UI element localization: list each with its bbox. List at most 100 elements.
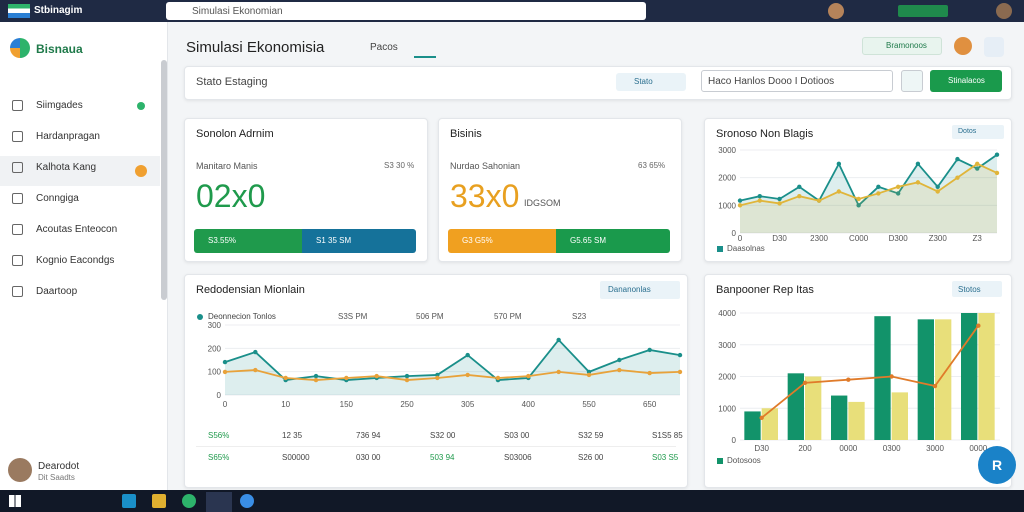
avatar[interactable] [996,3,1012,19]
status-dot [137,102,145,110]
area [225,339,680,395]
x-tick-label: 0000 [839,444,857,453]
point [935,184,940,189]
nav-icon [12,286,23,297]
point [935,189,940,194]
user-avatar [8,458,32,482]
chart-header-value: 570 PM [494,312,522,321]
nav-item[interactable]: Hardanpragan [36,131,100,142]
taskbar-app[interactable] [152,494,166,508]
x-tick-label: D300 [889,234,909,243]
table-cell: 030 00 [356,453,381,462]
point [856,203,861,208]
point [556,369,561,375]
x-tick-label: 650 [643,400,657,409]
point [895,184,901,189]
select[interactable] [701,70,893,92]
page-title: Simulasi Ekonomisia [186,39,325,56]
x-tick-label: 0000 [969,444,987,453]
chart-card [184,274,688,488]
app-icon [8,4,30,18]
nav-icon [12,131,23,142]
filter-label: Stato Estaging [196,76,268,88]
point [975,161,980,167]
point [955,175,960,180]
start-button[interactable] [9,495,21,507]
action-button[interactable] [862,37,942,55]
bar [761,408,778,440]
area [740,154,997,233]
chart-header-value: S23 [572,312,587,321]
y-tick-label: 1000 [718,404,736,413]
scrollbar[interactable] [161,60,167,300]
point [313,377,319,383]
tab[interactable]: Pacos [370,42,398,53]
taskbar-app[interactable] [240,494,254,508]
line [224,369,681,381]
point [797,184,802,189]
x-tick-label: 550 [582,400,596,409]
kpi-change: S3 30 % [384,161,415,170]
kpi-value: 02x0 [196,178,266,214]
point [889,374,894,379]
point [677,352,683,358]
kpi-segment-label: S1 35 SM [316,236,352,245]
chart-menu-label: Dananonlas [608,285,651,294]
icon[interactable] [954,37,972,55]
legend-dot [197,314,203,320]
chart-menu[interactable] [600,281,680,299]
icon-button[interactable] [901,70,923,92]
primary-button-label: Stinalacos [948,76,985,85]
brand-logo [10,38,30,58]
point [932,383,938,389]
nav-item[interactable]: Acoutas Enteocon [36,224,118,235]
y-tick-label: 3000 [718,341,736,350]
avatar[interactable] [828,3,844,19]
taskbar-app[interactable] [122,494,136,508]
chart-menu[interactable] [952,281,1002,297]
bar [744,411,761,440]
row-divider [196,446,676,447]
point [617,367,622,373]
point [253,349,258,355]
nav-icon [12,255,23,266]
primary-button[interactable] [930,70,1002,92]
search-box[interactable] [166,2,646,20]
area [740,163,997,233]
nav-item[interactable]: Conngiga [36,193,79,204]
kpi-segment [448,229,556,253]
table-cell: S03006 [504,453,532,462]
taskbar-app-active[interactable] [206,492,232,512]
nav-item[interactable]: Siimgades [36,100,83,111]
taskbar-app[interactable] [182,494,196,508]
point [994,152,1000,157]
tab-indicator [414,56,436,58]
fab[interactable]: R [978,446,1016,484]
point [759,415,764,420]
search-placeholder: Simulasi Ekonomian [192,6,283,17]
chart-menu[interactable] [952,125,1004,139]
nav-item[interactable]: Daartoop [36,286,78,297]
x-tick-label: Z300 [929,234,948,243]
nav-item[interactable]: Kalhota Kang [36,162,97,173]
nav-item[interactable]: Kognio Eacondgs [36,255,115,266]
point [465,352,470,358]
filter-chip[interactable] [616,73,686,91]
chart: 0 1000 2000 3000 4000 D30 200 0000 0300 3000 0000 D… [717,309,1000,465]
line [224,338,681,382]
chart-header-value: 506 PM [416,312,444,321]
x-tick-label: 0300 [883,444,901,453]
filter-chip-label: Stato [634,77,653,86]
y-tick-label: 3000 [718,146,736,155]
status-chip[interactable] [898,5,948,17]
y-tick-label: 4000 [718,309,736,318]
point [404,377,410,383]
nav-icon [12,193,23,204]
kpi-title: Bisinis [450,128,482,140]
icon[interactable] [984,37,1004,57]
table-cell: S03 00 [504,431,530,440]
chart-menu-label: Dotos [958,128,977,135]
kpi-subtitle: Nurdao Sahonian [450,161,521,171]
bar [848,401,865,440]
point [344,375,349,381]
